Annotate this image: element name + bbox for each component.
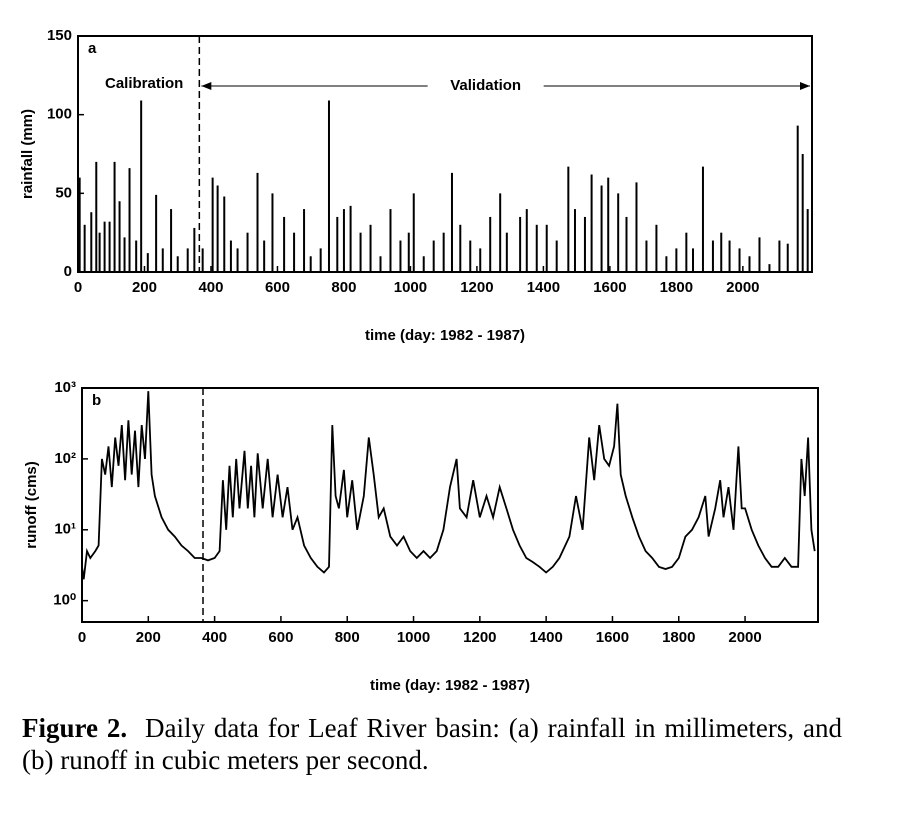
x-tick-label: 800: [331, 279, 356, 296]
x-tick-label: 800: [335, 629, 360, 646]
x-axis-label: time (day: 1982 - 1987): [370, 677, 530, 694]
x-tick-label: 1000: [397, 629, 430, 646]
panel-label: a: [88, 40, 97, 57]
plot-frame: [77, 35, 813, 273]
x-tick-label: 200: [132, 279, 157, 296]
x-tick-label: 1600: [596, 629, 629, 646]
y-axis-label: runoff (cms): [23, 461, 40, 549]
x-tick-label: 1800: [660, 279, 693, 296]
validation-label: Validation: [450, 77, 521, 94]
x-tick-label: 600: [265, 279, 290, 296]
y-tick-label: 50: [55, 184, 72, 201]
x-tick-label: 2000: [726, 279, 759, 296]
x-tick-label: 200: [136, 629, 161, 646]
y-tick-label: 10²: [54, 450, 76, 467]
x-tick-label: 1800: [662, 629, 695, 646]
x-tick-label: 1400: [527, 279, 560, 296]
plot-frame: [81, 387, 819, 623]
y-tick-label: 150: [47, 27, 72, 44]
x-tick-label: 1600: [593, 279, 626, 296]
caption-label: Figure 2.: [22, 713, 128, 743]
y-tick-label: 10³: [54, 379, 76, 396]
runoff-line: [81, 391, 816, 580]
x-tick-label: 600: [268, 629, 293, 646]
y-tick-label: 10⁰: [53, 592, 76, 609]
y-tick-label: 0: [64, 263, 72, 280]
x-tick-label: 0: [74, 279, 82, 296]
x-tick-label: 400: [202, 629, 227, 646]
y-tick-label: 100: [47, 106, 72, 123]
caption: Figure 2. Daily data for Leaf River basi…: [22, 712, 842, 776]
x-tick-label: 1000: [394, 279, 427, 296]
y-tick-label: 10¹: [54, 521, 76, 538]
calibration-label: Calibration: [105, 75, 183, 92]
panel-label: b: [92, 392, 101, 409]
x-tick-label: 1200: [460, 279, 493, 296]
figure: 0 200 400 600 800 1000 1200 1400 1600 1800 2000050…: [19, 27, 819, 694]
x-tick-label: 1200: [463, 629, 496, 646]
arrow-head: [201, 82, 212, 90]
caption-text: Daily data for Leaf River basin: (a) rai…: [22, 713, 842, 775]
x-tick-label: 1400: [529, 629, 562, 646]
y-axis-label: rainfall (mm): [19, 109, 36, 199]
x-tick-label: 0: [78, 629, 86, 646]
x-axis-label: time (day: 1982 - 1987): [365, 327, 525, 344]
x-tick-label: 2000: [728, 629, 761, 646]
arrow-head: [800, 82, 810, 90]
x-tick-label: 400: [198, 279, 223, 296]
